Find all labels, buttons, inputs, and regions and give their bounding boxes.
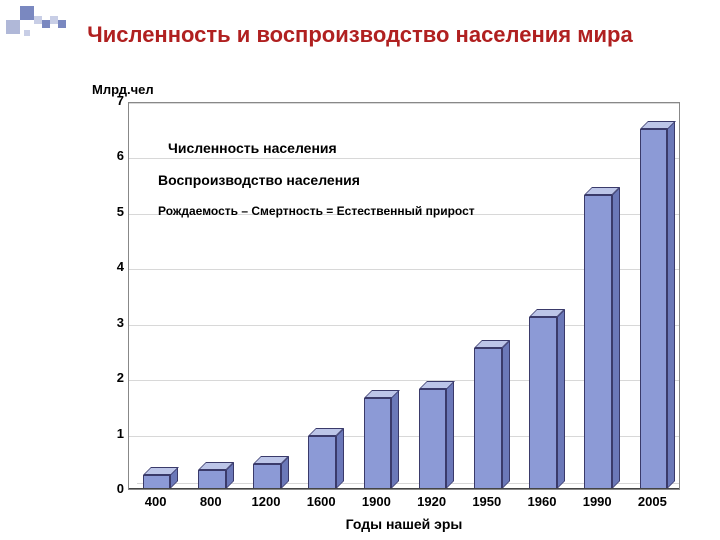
- x-tick-label: 1900: [349, 494, 404, 509]
- bar: [308, 436, 336, 489]
- bar: [529, 317, 557, 489]
- annotation-text: Численность населения: [168, 140, 337, 156]
- slide: Численность и воспроизводство населения …: [0, 0, 720, 540]
- x-tick-label: 400: [128, 494, 183, 509]
- chart-title: Численность и воспроизводство населения …: [0, 22, 720, 48]
- annotation-text: Рождаемость – Смертность = Естественный …: [158, 204, 475, 218]
- x-tick-label: 1990: [570, 494, 625, 509]
- grid-line: [129, 103, 679, 104]
- bar: [419, 389, 447, 489]
- grid-line: [129, 158, 679, 159]
- x-tick-label: 1950: [459, 494, 514, 509]
- bar: [253, 464, 281, 489]
- chart-area: [128, 102, 680, 490]
- bar: [640, 129, 668, 489]
- y-tick-label: 1: [96, 426, 124, 441]
- x-tick-label: 1920: [404, 494, 459, 509]
- bar: [198, 470, 226, 489]
- y-tick-label: 2: [96, 370, 124, 385]
- annotation-text: Воспроизводство населения: [158, 172, 360, 188]
- y-tick-label: 6: [96, 148, 124, 163]
- y-tick-label: 3: [96, 315, 124, 330]
- bar: [143, 475, 171, 489]
- x-axis-label: Годы нашей эры: [128, 516, 680, 532]
- x-tick-label: 1600: [294, 494, 349, 509]
- y-tick-label: 7: [96, 93, 124, 108]
- x-tick-label: 800: [183, 494, 238, 509]
- bar: [474, 348, 502, 489]
- bar: [364, 398, 392, 489]
- y-tick-label: 4: [96, 259, 124, 274]
- y-tick-label: 5: [96, 204, 124, 219]
- y-tick-label: 0: [96, 481, 124, 496]
- x-tick-label: 1960: [514, 494, 569, 509]
- bar: [584, 195, 612, 489]
- x-tick-label: 2005: [625, 494, 680, 509]
- x-tick-label: 1200: [238, 494, 293, 509]
